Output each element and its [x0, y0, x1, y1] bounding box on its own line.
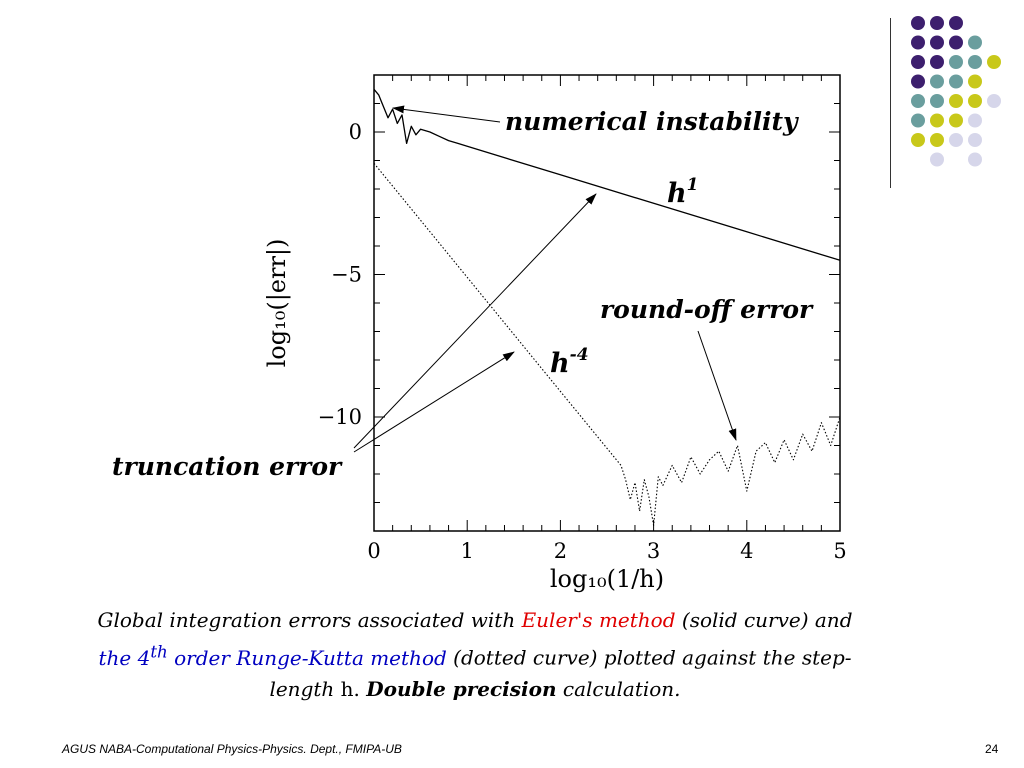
decorative-dot [987, 94, 1001, 108]
decorative-dot [949, 16, 963, 30]
decorative-dot [949, 35, 963, 50]
decorative-dot [911, 113, 925, 128]
annotation-h1-base: h [667, 178, 687, 209]
decorative-dot [911, 74, 925, 89]
caption-part2: (solid curve) and [675, 608, 853, 632]
x-tick-labels: 0 1 2 3 4 5 [367, 539, 846, 563]
caption-rk-suffix: order Runge-Kutta method [167, 645, 447, 670]
caption-rk-method: the 4th order Runge-Kutta method [98, 642, 447, 670]
annotation-h1: h1 [667, 175, 698, 209]
decorative-dot [930, 94, 944, 108]
decorative-dot [949, 55, 963, 69]
decorative-dot [911, 133, 925, 147]
annotation-h1-exp: 1 [687, 175, 699, 195]
y-axis-label: log₁₀(|err|) [263, 239, 292, 368]
decorative-dot [911, 35, 925, 50]
x-tick-label: 3 [647, 539, 660, 563]
annotation-truncation-error: truncation error [112, 452, 343, 481]
series-line-dotted [373, 162, 841, 526]
decorative-dot [930, 74, 944, 89]
annotation-numerical-instability: numerical instability [505, 107, 799, 136]
x-tick-label: 2 [554, 539, 567, 563]
arrow-round-off-error [697, 330, 737, 441]
annotation-round-off-error: round-off error [600, 295, 814, 324]
y-tick-label: 0 [349, 120, 362, 144]
x-tick-label: 0 [367, 539, 380, 563]
page-number: 24 [985, 742, 999, 756]
decorative-dot [968, 74, 982, 89]
decorative-dot [987, 55, 1001, 69]
decorative-dot [968, 113, 982, 128]
caption-part3: (dotted curve) plotted against the step-… [269, 645, 852, 701]
slide-footer: AGUS NABA-Computational Physics-Physics.… [62, 742, 402, 756]
decorative-dot [968, 94, 982, 108]
decorative-dot [930, 55, 944, 69]
decorative-dot [968, 152, 982, 167]
decorative-dot [968, 35, 982, 50]
decorative-dot [930, 113, 944, 128]
decorative-dot [949, 94, 963, 108]
caption-rk-prefix: the 4 [98, 645, 151, 670]
axis-ticks [373, 74, 841, 532]
caption-part1: Global integration errors associated wit… [97, 608, 522, 632]
decorative-dot [930, 16, 944, 30]
annotation-h4-base: h [550, 348, 570, 379]
caption-rk-sup: th [150, 642, 168, 661]
decorative-dot [911, 94, 925, 108]
x-tick-label: 1 [461, 539, 474, 563]
decorative-divider [890, 18, 891, 188]
caption-euler-method: Euler's method [521, 608, 676, 632]
caption-h: h. [340, 676, 360, 701]
annotation-h4: h-4 [550, 345, 589, 379]
decorative-dot [930, 133, 944, 147]
decorative-dot [911, 16, 925, 30]
series-group [373, 88, 841, 526]
y-tick-label: −10 [318, 405, 362, 429]
decorative-dot [911, 55, 925, 69]
x-axis-label: log₁₀(1/h) [550, 565, 664, 593]
decorative-dot [949, 113, 963, 128]
caption-double-precision: Double precision [366, 676, 557, 701]
decorative-dot [930, 35, 944, 50]
caption-part4: calculation. [556, 676, 681, 701]
y-tick-label: −5 [331, 263, 362, 287]
decorative-dot [968, 55, 982, 69]
series-line-solid [373, 88, 841, 261]
error-chart: 0 1 2 3 4 5 0 −5 −10 log₁₀(1/h) log₁₀(|err|) nu… [112, 74, 847, 593]
figure-caption: Global integration errors associated wit… [80, 605, 870, 705]
annotation-h4-exp: -4 [570, 345, 589, 365]
x-tick-label: 4 [740, 539, 753, 563]
arrow-truncation-to-h1 [353, 193, 597, 449]
arrow-truncation-to-h4 [353, 351, 515, 453]
decorative-dot-grid [911, 16, 1001, 167]
decorative-dot [968, 133, 982, 147]
arrow-numerical-instability [392, 105, 501, 123]
x-tick-label: 5 [833, 539, 846, 563]
y-tick-labels: 0 −5 −10 [318, 120, 362, 429]
decorative-dot [949, 74, 963, 89]
decorative-dot [949, 133, 963, 147]
decorative-dot [930, 152, 944, 167]
